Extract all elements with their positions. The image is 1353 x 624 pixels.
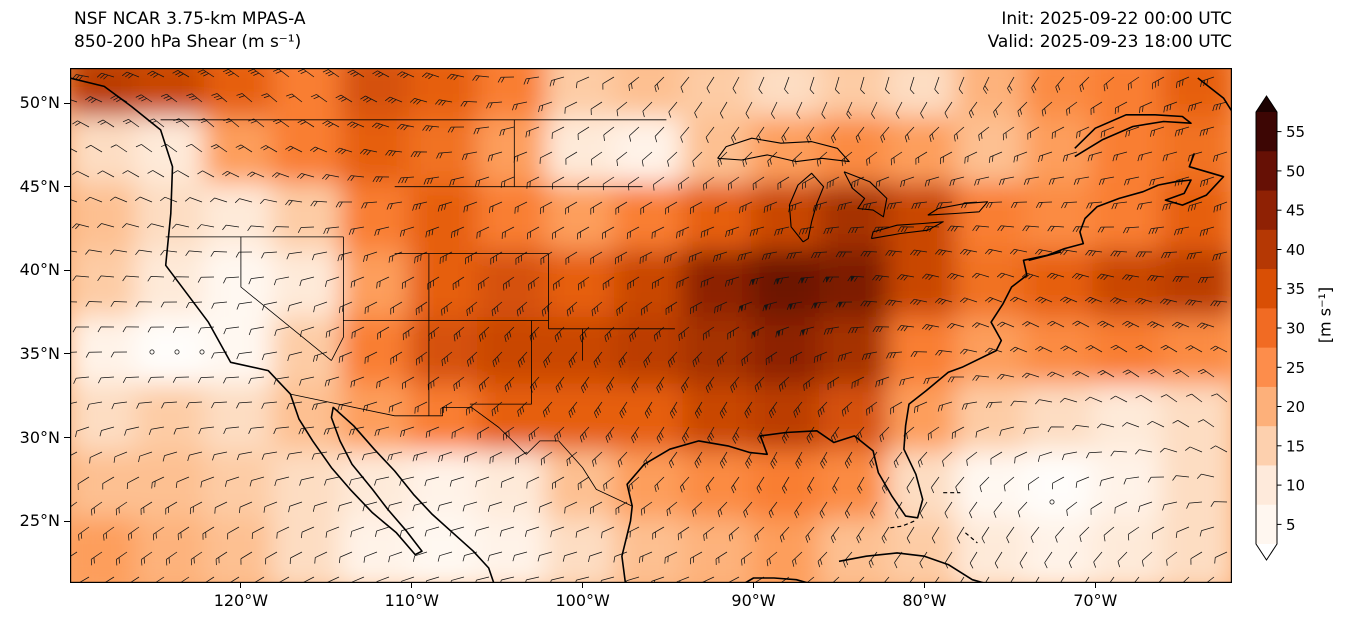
- colorbar-cell: [1256, 504, 1277, 545]
- colorbar-cell: [1256, 269, 1277, 309]
- colorbar-tick-label: 5: [1286, 516, 1296, 534]
- plot-title: NSF NCAR 3.75-km MPAS-A 850-200 hPa Shea…: [74, 8, 306, 54]
- wind-barbs-layer: [70, 68, 1228, 583]
- y-tick-mark: [64, 102, 70, 104]
- colorbar-label: [m s⁻¹]: [1315, 286, 1335, 344]
- x-tick-label: 90°W: [731, 591, 776, 610]
- x-tick-mark: [411, 583, 413, 588]
- x-tick-mark: [240, 583, 242, 588]
- colorbar-over-arrow: [1256, 96, 1277, 112]
- colorbar-tick-label: 45: [1286, 202, 1305, 220]
- colorbar-cell: [1256, 151, 1277, 192]
- colorbar-cell: [1256, 229, 1277, 270]
- colorbar-cell: [1256, 386, 1277, 427]
- x-tick-mark: [582, 583, 584, 588]
- colorbar-cell: [1256, 465, 1277, 506]
- x-tick-label: 110°W: [384, 591, 439, 610]
- colorbar: 55 50 45 40 35 30 25 20 15 10 5: [1255, 95, 1305, 561]
- valid-time: Valid: 2025-09-23 18:00 UTC: [987, 32, 1232, 52]
- colorbar-tick-label: 25: [1286, 359, 1305, 377]
- time-info: Init: 2025-09-22 00:00 UTC Valid: 2025-0…: [988, 8, 1232, 54]
- y-tick-label: 50°N: [19, 93, 60, 113]
- axes-frame: [70, 68, 1232, 583]
- y-tick-label: 25°N: [19, 511, 60, 531]
- x-tick-label: 80°W: [902, 591, 947, 610]
- x-tick-label: 100°W: [555, 591, 610, 610]
- colorbar-cell: [1256, 190, 1277, 231]
- x-tick-mark: [923, 583, 925, 588]
- x-tick-label: 120°W: [213, 591, 269, 610]
- y-tick-mark: [64, 269, 70, 271]
- colorbar-cell: [1256, 308, 1277, 349]
- shear-heatmap: [70, 68, 1232, 583]
- colorbar-tick-label: 50: [1286, 162, 1305, 180]
- colorbar-tick-label: 35: [1286, 280, 1305, 298]
- y-tick-label: 30°N: [19, 427, 60, 447]
- y-tick-label: 35°N: [19, 343, 60, 363]
- y-tick-mark: [64, 353, 70, 355]
- colorbar-cell: [1256, 112, 1277, 152]
- y-tick-mark: [64, 186, 70, 188]
- x-tick-mark: [1094, 583, 1096, 588]
- model-name: NSF NCAR 3.75-km MPAS-A: [74, 9, 306, 29]
- colorbar-outline: [1255, 95, 1278, 561]
- heatmap-cells: [70, 68, 1232, 583]
- y-tick-mark: [64, 437, 70, 439]
- map-plot-area: [70, 68, 1232, 583]
- colorbar-tick-label: 10: [1286, 477, 1305, 495]
- colorbar-under-arrow: [1256, 544, 1277, 560]
- x-tick-label: 70°W: [1073, 591, 1118, 610]
- y-tick-label: 45°N: [19, 176, 60, 196]
- init-time: Init: 2025-09-22 00:00 UTC: [1001, 9, 1232, 29]
- colorbar-tick-label: 30: [1286, 320, 1305, 338]
- y-tick-label: 40°N: [19, 260, 60, 280]
- y-tick-mark: [64, 520, 70, 522]
- colorbar-tick-label: 40: [1286, 241, 1305, 259]
- colorbar-tick-label: 15: [1286, 437, 1305, 455]
- colorbar-cell: [1256, 347, 1277, 388]
- colorbar-cell: [1256, 426, 1277, 467]
- x-tick-mark: [753, 583, 755, 588]
- geography-layer: [70, 77, 1232, 583]
- colorbar-tick-label: 20: [1286, 398, 1305, 416]
- product-name: 850-200 hPa Shear (m s⁻¹): [74, 32, 302, 52]
- colorbar-tick-label: 55: [1286, 123, 1305, 141]
